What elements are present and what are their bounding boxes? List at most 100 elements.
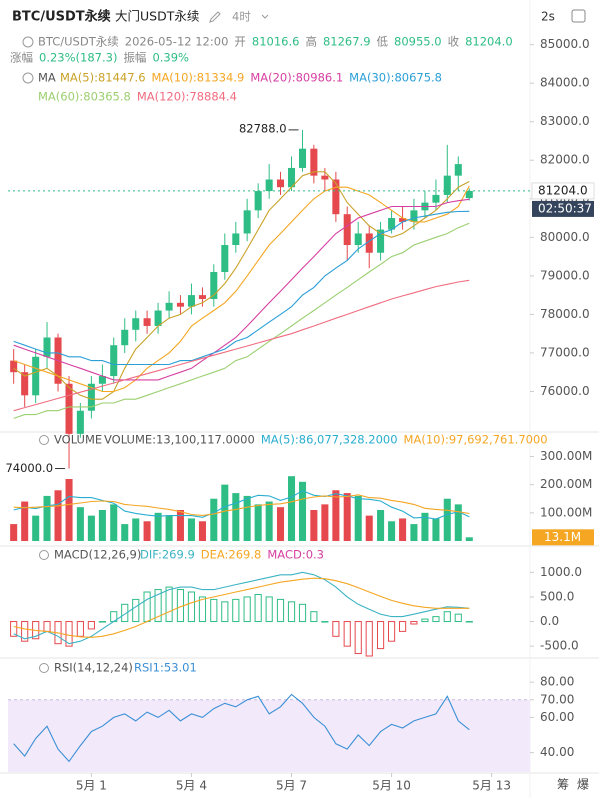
y-tick-label: 60.00 xyxy=(540,710,574,724)
volume-bar xyxy=(65,479,73,541)
macd-bar xyxy=(354,621,362,655)
y-tick-label: -500.0 xyxy=(540,639,579,653)
macd-bar xyxy=(87,621,95,630)
macd-bar xyxy=(298,603,307,623)
fullscreen-icon[interactable] xyxy=(571,9,586,23)
macd-bar xyxy=(232,598,240,623)
countdown: 02:50:37 xyxy=(538,201,592,215)
candle-body xyxy=(10,360,18,373)
candle-body xyxy=(265,179,273,192)
y-tick-label: 79000.0 xyxy=(540,268,590,282)
macd-bar xyxy=(187,591,196,623)
last-price-label: 81204.0 xyxy=(538,183,588,197)
info-value: 0.39% xyxy=(152,51,189,65)
legend-label: MA(10):81334.9 xyxy=(152,71,245,85)
candle-body xyxy=(410,210,418,222)
rsi-band xyxy=(8,699,530,772)
info-value: 81267.9 xyxy=(323,35,371,49)
legend-label: MA(20):80986.1 xyxy=(250,71,343,85)
macd-bar xyxy=(454,613,462,623)
candle-body xyxy=(243,210,251,234)
candle-body xyxy=(365,233,373,253)
pane-title: VOLUME xyxy=(54,433,102,447)
indicator-line xyxy=(13,222,470,419)
volume-bar xyxy=(32,515,40,541)
candle-body xyxy=(198,295,206,299)
volume-bar xyxy=(321,504,329,541)
candle-body xyxy=(21,372,29,396)
y-tick-label: 80.00 xyxy=(540,675,574,689)
macd-bar xyxy=(332,621,340,637)
candle-body xyxy=(465,190,473,199)
macd-bar xyxy=(221,601,229,623)
eye-icon[interactable] xyxy=(22,72,34,84)
x-tick-label: 5月 10 xyxy=(372,779,411,793)
edit-icon[interactable] xyxy=(209,11,221,23)
candle-body xyxy=(321,175,329,180)
candle-body xyxy=(187,295,195,307)
volume-bar xyxy=(354,495,362,541)
y-tick-label: 1000.0 xyxy=(540,565,582,579)
refresh-rate[interactable]: 2s xyxy=(541,10,555,24)
macd-bar xyxy=(376,621,385,650)
interval[interactable]: 4时 xyxy=(232,10,251,24)
dropdown-icon[interactable] xyxy=(261,14,269,19)
symbol[interactable]: BTC/USDT永续 xyxy=(12,9,111,25)
candle-body xyxy=(165,302,173,311)
macd-bar xyxy=(399,621,407,632)
volume-bar xyxy=(465,537,473,541)
info-value: 0.23%(187.3) xyxy=(39,51,117,65)
macd-bar xyxy=(443,611,451,623)
last-volume-box xyxy=(532,529,594,546)
candle-body xyxy=(254,191,262,211)
legend-label: MA(30):80675.8 xyxy=(349,71,442,85)
macd-bar xyxy=(198,596,207,623)
candle-body xyxy=(443,175,451,195)
candle-body xyxy=(87,383,95,411)
indicator-line xyxy=(13,210,470,366)
y-tick-label: 100.00M xyxy=(540,505,592,519)
info-label: 振幅 xyxy=(123,51,146,65)
candle-body xyxy=(76,410,84,434)
macd-bar xyxy=(132,598,140,623)
macd-bar xyxy=(254,593,262,623)
y-tick-label: 500.0 xyxy=(540,589,574,603)
indicator-line xyxy=(13,185,470,393)
indicator-line xyxy=(13,577,470,638)
volume-bar xyxy=(10,524,18,541)
volume-bar xyxy=(332,490,340,541)
y-tick-label: 300.00M xyxy=(540,449,592,463)
candle-body xyxy=(454,164,462,176)
symbol-subtitle: 大门USDT永续 xyxy=(115,9,199,24)
eye-icon[interactable] xyxy=(39,550,49,560)
macd-bar xyxy=(432,616,440,623)
side-button[interactable]: 爆 xyxy=(577,778,589,792)
volume-bar xyxy=(76,507,84,541)
volume-bar xyxy=(232,493,240,541)
volume-bar xyxy=(443,498,451,541)
volume-bar xyxy=(21,501,29,541)
pane-title: MA xyxy=(38,71,56,85)
volume-bar xyxy=(176,510,184,541)
macd-bar xyxy=(243,596,251,623)
indicator-line xyxy=(13,279,470,412)
volume-bar xyxy=(121,524,129,541)
info-label: BTC/USDT永续 xyxy=(38,35,119,49)
eye-icon[interactable] xyxy=(39,663,49,673)
macd-bar xyxy=(310,611,318,623)
annotation: 74000.0 xyxy=(5,461,53,475)
side-button[interactable]: 筹 xyxy=(557,778,569,792)
candle-body xyxy=(110,345,118,377)
annotation: 82788.0 xyxy=(239,121,287,135)
indicator-line xyxy=(13,171,470,400)
legend-label: MA(10):97,692,761.7000 xyxy=(404,433,548,447)
macd-bar xyxy=(287,601,296,623)
eye-icon[interactable] xyxy=(22,36,34,48)
y-tick-label: 200.00M xyxy=(540,477,592,491)
macd-bar xyxy=(65,621,73,647)
x-tick-label: 5月 1 xyxy=(76,779,107,793)
eye-icon[interactable] xyxy=(39,435,49,445)
volume-bar xyxy=(198,521,206,541)
legend-label: DEA:269.8 xyxy=(201,548,262,562)
y-tick-label: 77000.0 xyxy=(540,345,590,359)
